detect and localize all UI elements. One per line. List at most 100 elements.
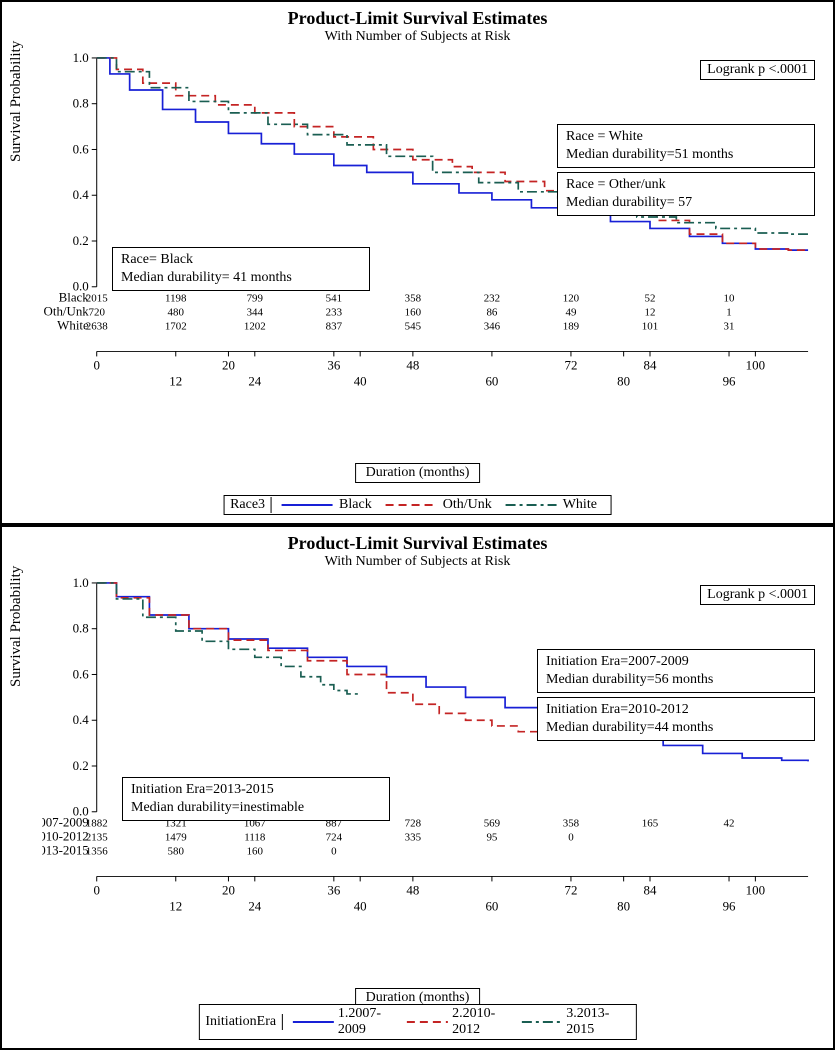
legend-swatch [384, 498, 439, 512]
svg-text:31: 31 [724, 321, 735, 333]
svg-text:837: 837 [326, 321, 343, 333]
svg-text:346: 346 [484, 321, 501, 333]
annotation-line: Initiation Era=2010-2012 [546, 701, 806, 719]
svg-text:49: 49 [565, 307, 576, 319]
chart-title: Product-Limit Survival Estimates [2, 533, 833, 554]
svg-text:60: 60 [485, 898, 498, 913]
annotation-line: Race= Black [121, 251, 361, 269]
svg-text:569: 569 [484, 818, 501, 830]
svg-text:96: 96 [723, 898, 736, 913]
svg-text:48: 48 [406, 882, 419, 897]
svg-text:36: 36 [327, 357, 340, 372]
svg-text:165: 165 [642, 818, 659, 830]
annotation-box-1: Race = Other/unkMedian durability= 57 [557, 172, 815, 216]
svg-text:0.2: 0.2 [73, 233, 89, 248]
svg-text:2135: 2135 [86, 832, 108, 844]
legend-swatch [405, 1015, 448, 1029]
svg-text:96: 96 [723, 373, 736, 388]
annotation-line: Median durability=51 months [566, 146, 806, 164]
logrank-box: Logrank p <.0001 [700, 585, 815, 605]
svg-text:60: 60 [485, 373, 498, 388]
svg-text:1.0: 1.0 [73, 52, 89, 65]
svg-text:Oth/Unk: Oth/Unk [44, 304, 90, 319]
svg-text:1479: 1479 [165, 832, 187, 844]
svg-text:24: 24 [248, 373, 261, 388]
svg-text:0.6: 0.6 [73, 141, 90, 156]
legend-swatch [291, 1015, 334, 1029]
svg-text:72: 72 [564, 882, 577, 897]
svg-text:545: 545 [405, 321, 422, 333]
svg-text:0: 0 [93, 357, 99, 372]
svg-text:84: 84 [644, 882, 657, 897]
svg-text:1118: 1118 [244, 832, 266, 844]
annotation-box-2: Race= BlackMedian durability= 41 months [112, 247, 370, 291]
svg-text:100: 100 [746, 357, 765, 372]
svg-text:80: 80 [617, 373, 630, 388]
svg-text:0.4: 0.4 [73, 712, 90, 727]
svg-text:2638: 2638 [86, 321, 108, 333]
svg-text:480: 480 [168, 307, 185, 319]
annotation-line: Initiation Era=2007-2009 [546, 653, 806, 671]
svg-text:1702: 1702 [165, 321, 187, 333]
svg-text:0.8: 0.8 [73, 621, 89, 636]
svg-text:1202: 1202 [244, 321, 266, 333]
annotation-line: Median durability= 57 [566, 194, 806, 212]
svg-text:84: 84 [644, 357, 657, 372]
svg-text:1356: 1356 [86, 846, 108, 858]
svg-text:20: 20 [222, 882, 235, 897]
svg-text:48: 48 [406, 357, 419, 372]
svg-text:541: 541 [326, 293, 342, 305]
svg-text:0.2: 0.2 [73, 758, 89, 773]
svg-text:0: 0 [568, 832, 574, 844]
svg-text:72: 72 [564, 357, 577, 372]
logrank-box: Logrank p <.0001 [700, 60, 815, 80]
svg-text:101: 101 [642, 321, 658, 333]
svg-text:80: 80 [617, 898, 630, 913]
svg-text:Black: Black [59, 290, 90, 305]
legend-title: InitiationEra [205, 1014, 283, 1030]
legend-label: 2.2010-2012 [452, 1006, 507, 1038]
svg-text:335: 335 [405, 832, 422, 844]
svg-text:799: 799 [247, 293, 264, 305]
svg-text:358: 358 [405, 293, 422, 305]
svg-text:36: 36 [327, 882, 340, 897]
svg-text:728: 728 [405, 818, 422, 830]
y-axis-label: Survival Probability [8, 566, 25, 687]
svg-text:12: 12 [169, 373, 182, 388]
svg-text:0.6: 0.6 [73, 666, 90, 681]
annotation-line: Median durability=inestimable [131, 799, 381, 817]
svg-text:189: 189 [563, 321, 580, 333]
survival-panel-1: Product-Limit Survival Estimates With Nu… [0, 525, 835, 1050]
svg-text:358: 358 [563, 818, 580, 830]
title-block: Product-Limit Survival Estimates With Nu… [2, 527, 833, 570]
svg-text:2015: 2015 [86, 293, 108, 305]
svg-text:1882: 1882 [86, 818, 108, 830]
svg-text:2.2010-2012: 2.2010-2012 [42, 829, 89, 844]
svg-text:233: 233 [326, 307, 343, 319]
annotation-box-0: Initiation Era=2007-2009Median durabilit… [537, 649, 815, 693]
survival-panel-0: Product-Limit Survival Estimates With Nu… [0, 0, 835, 525]
x-axis-label: Duration (months) [355, 463, 481, 483]
legend-swatch [280, 498, 335, 512]
legend-label: Black [339, 497, 372, 513]
svg-text:1.2007-2009: 1.2007-2009 [42, 815, 89, 830]
legend-label: 1.2007-2009 [338, 1006, 393, 1038]
y-axis-label: Survival Probability [8, 41, 25, 162]
svg-text:White: White [57, 318, 89, 333]
annotation-line: Median durability=56 months [546, 671, 806, 689]
legend-label: Oth/Unk [443, 497, 492, 513]
legend: InitiationEra 1.2007-2009 2.2010-2012 3.201… [198, 1004, 636, 1040]
annotation-box-2: Initiation Era=2013-2015Median durabilit… [122, 777, 390, 821]
annotation-line: Initiation Era=2013-2015 [131, 781, 381, 799]
svg-text:95: 95 [486, 832, 497, 844]
svg-text:160: 160 [405, 307, 422, 319]
svg-text:120: 120 [563, 293, 580, 305]
legend-label: White [563, 497, 597, 513]
svg-text:52: 52 [645, 293, 656, 305]
legend-label: 3.2013-2015 [566, 1006, 621, 1038]
svg-text:40: 40 [354, 898, 367, 913]
svg-text:3.2013-2015: 3.2013-2015 [42, 843, 89, 858]
svg-text:40: 40 [354, 373, 367, 388]
legend-title: Race3 [230, 497, 272, 513]
svg-text:0.8: 0.8 [73, 96, 89, 111]
